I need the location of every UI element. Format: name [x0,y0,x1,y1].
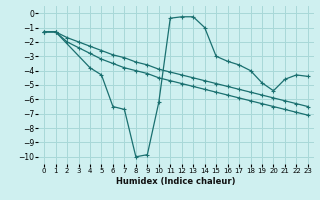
X-axis label: Humidex (Indice chaleur): Humidex (Indice chaleur) [116,177,236,186]
